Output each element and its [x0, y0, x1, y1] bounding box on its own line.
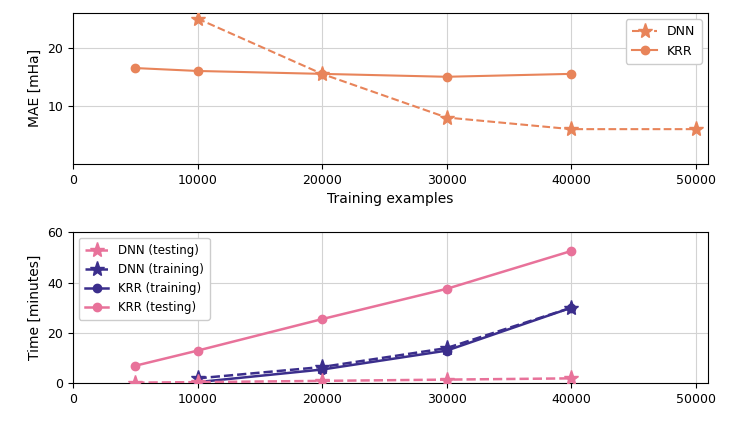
DNN (training) — [442, 345, 451, 351]
Line: DNN (testing): DNN (testing) — [128, 371, 579, 390]
Line: DNN: DNN — [190, 11, 703, 137]
KRR — [131, 66, 139, 71]
Legend: DNN (testing), DNN (training), KRR (training), KRR (testing): DNN (testing), DNN (training), KRR (trai… — [79, 238, 210, 320]
DNN — [193, 16, 202, 21]
Line: KRR (testing): KRR (testing) — [131, 247, 575, 370]
KRR (testing) — [318, 317, 326, 322]
KRR (training) — [318, 367, 326, 372]
KRR (training) — [442, 348, 451, 353]
DNN (testing) — [131, 380, 139, 385]
DNN (testing) — [193, 380, 202, 385]
KRR — [318, 71, 326, 76]
DNN — [566, 127, 575, 132]
KRR (testing) — [566, 248, 575, 253]
Line: DNN (training): DNN (training) — [190, 300, 579, 386]
KRR (testing) — [193, 348, 202, 353]
Y-axis label: MAE [mHa]: MAE [mHa] — [28, 49, 42, 127]
Y-axis label: Time [minutes]: Time [minutes] — [28, 255, 42, 360]
KRR (testing) — [442, 286, 451, 291]
DNN — [442, 115, 451, 120]
DNN — [691, 127, 700, 132]
KRR — [566, 71, 575, 76]
KRR — [442, 74, 451, 79]
DNN (testing) — [442, 377, 451, 382]
Line: KRR: KRR — [131, 64, 575, 81]
KRR — [193, 69, 202, 74]
DNN (testing) — [318, 378, 326, 383]
DNN (training) — [566, 305, 575, 310]
KRR (training) — [193, 380, 202, 385]
KRR (testing) — [131, 363, 139, 368]
DNN (training) — [318, 365, 326, 370]
Line: KRR (training): KRR (training) — [193, 304, 575, 386]
KRR (training) — [566, 305, 575, 310]
DNN (testing) — [566, 376, 575, 381]
DNN — [318, 71, 326, 76]
Legend: DNN, KRR: DNN, KRR — [626, 19, 702, 64]
X-axis label: Training examples: Training examples — [327, 192, 454, 206]
DNN (training) — [193, 376, 202, 381]
